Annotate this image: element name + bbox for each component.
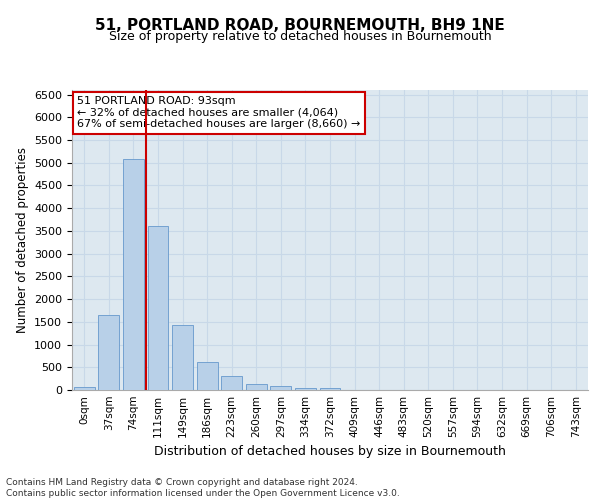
Text: 51, PORTLAND ROAD, BOURNEMOUTH, BH9 1NE: 51, PORTLAND ROAD, BOURNEMOUTH, BH9 1NE: [95, 18, 505, 32]
Bar: [172, 326, 193, 390]
Bar: [148, 226, 169, 390]
Bar: [246, 384, 267, 390]
Text: Contains HM Land Registry data © Crown copyright and database right 2024.
Contai: Contains HM Land Registry data © Crown c…: [6, 478, 400, 498]
Bar: [74, 388, 95, 390]
Bar: [221, 376, 242, 390]
Bar: [320, 388, 340, 390]
Bar: [123, 159, 144, 390]
Y-axis label: Number of detached properties: Number of detached properties: [16, 147, 29, 333]
Bar: [98, 315, 119, 390]
Bar: [295, 388, 316, 390]
Bar: [197, 362, 218, 390]
X-axis label: Distribution of detached houses by size in Bournemouth: Distribution of detached houses by size …: [154, 446, 506, 458]
Bar: [271, 386, 292, 390]
Text: Size of property relative to detached houses in Bournemouth: Size of property relative to detached ho…: [109, 30, 491, 43]
Text: 51 PORTLAND ROAD: 93sqm
← 32% of detached houses are smaller (4,064)
67% of semi: 51 PORTLAND ROAD: 93sqm ← 32% of detache…: [77, 96, 361, 129]
